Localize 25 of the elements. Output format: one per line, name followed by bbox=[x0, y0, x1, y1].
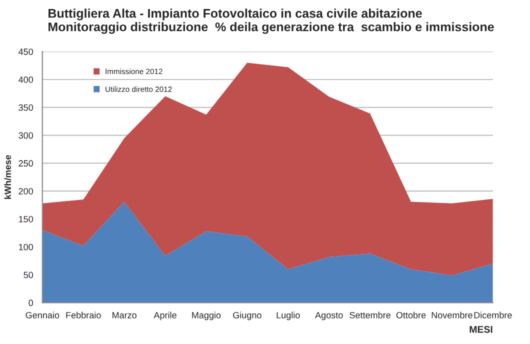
x-tick-label: Ottobre bbox=[396, 312, 426, 318]
y-tick-label: 300 bbox=[18, 132, 34, 139]
x-tick-label: Gennaio bbox=[26, 312, 60, 318]
x-tick-label: Novembre bbox=[432, 312, 472, 318]
x-tick-label: Giugno bbox=[233, 312, 262, 320]
y-tick-label: 50 bbox=[24, 272, 34, 278]
y-tick-label: 250 bbox=[18, 160, 34, 167]
x-axis-title: MESI bbox=[470, 326, 492, 333]
y-tick-label: 450 bbox=[18, 48, 34, 55]
y-tick-label: 100 bbox=[19, 244, 34, 250]
chart-title: Buttigliera Alta - Impianto Fotovoltaico in casa civile abitazione Monitoraggio distribuzione % deila generazione tra scambio e immissione bbox=[48, 8, 494, 34]
x-tick-label: Agosto bbox=[315, 312, 343, 320]
x-tick-label: Aprile bbox=[154, 312, 176, 320]
y-axis-title: kWh/mese bbox=[4, 155, 12, 199]
x-tick-label: Settembre bbox=[350, 312, 390, 318]
y-tick-label: 150 bbox=[19, 216, 34, 222]
x-tick-label: Maggio bbox=[192, 312, 221, 320]
x-tick-label: Luglio bbox=[276, 312, 300, 320]
x-tick-label: Dicembre bbox=[474, 312, 512, 318]
x-tick-label: Marzo bbox=[112, 312, 136, 318]
y-tick-label: 400 bbox=[18, 76, 34, 83]
y-tick-label: 200 bbox=[18, 188, 34, 194]
x-tick-label: Febbraio bbox=[66, 312, 101, 318]
y-tick-label: 350 bbox=[18, 104, 34, 111]
y-tick-label: 0 bbox=[28, 300, 34, 306]
